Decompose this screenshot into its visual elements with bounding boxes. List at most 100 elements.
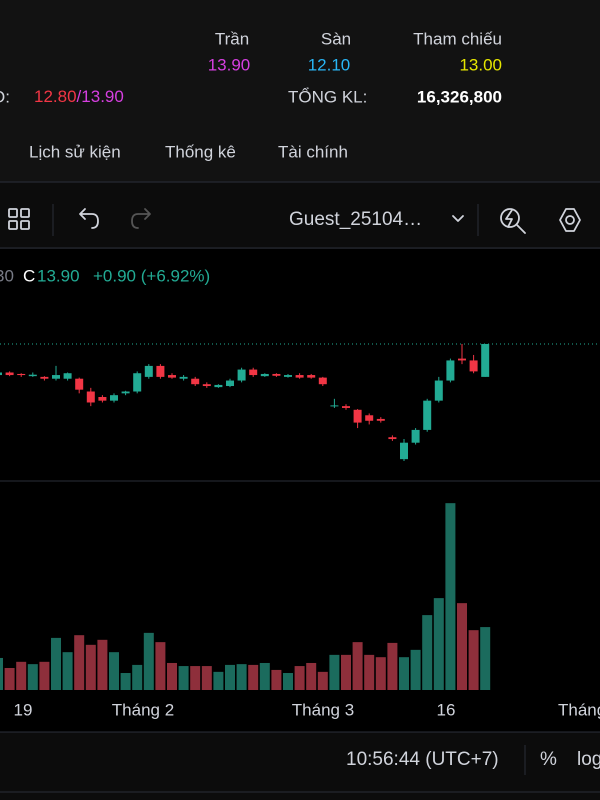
- volume-bar: [306, 662, 317, 690]
- chevron[interactable]: [452, 215, 464, 222]
- candle-body: [226, 380, 234, 387]
- candle-body: [75, 378, 84, 390]
- tab[interactable]: Thống kê: [165, 142, 236, 161]
- legend-close-label: C: [23, 266, 35, 285]
- range-sep: /: [77, 87, 82, 106]
- candle-body: [481, 343, 490, 377]
- layout-name[interactable]: Guest_25104…: [289, 209, 422, 230]
- range-label: O:: [0, 87, 10, 106]
- candle-body: [365, 415, 374, 421]
- volume-bar: [341, 654, 351, 690]
- candle-body: [469, 360, 478, 372]
- volume-bar: [248, 664, 259, 690]
- reference: 13.00: [459, 55, 502, 74]
- legend-prev: 30: [0, 266, 14, 285]
- header-bg: [0, 0, 600, 182]
- volume-bar: [190, 666, 201, 690]
- candle-body: [272, 373, 281, 376]
- settings-icon[interactable]: [559, 208, 581, 232]
- volume-bar: [155, 642, 166, 690]
- volume-bar: [225, 664, 235, 690]
- tab[interactable]: Tài chính: [278, 142, 348, 161]
- ceiling: 13.90: [208, 55, 251, 74]
- volume-bar: [4, 667, 15, 690]
- tab[interactable]: Lịch sử kiện: [29, 142, 121, 161]
- volume-bar: [375, 657, 386, 690]
- candle-body: [284, 375, 292, 377]
- log-toggle[interactable]: log: [577, 749, 600, 770]
- candle-body: [179, 376, 188, 379]
- volume-bar: [213, 671, 224, 690]
- floor-label: Sàn: [321, 29, 351, 48]
- volume-bar: [39, 661, 50, 690]
- candle-body: [458, 358, 466, 361]
- volume-bar: [201, 666, 212, 690]
- candle-body: [260, 373, 269, 377]
- candle-body: [307, 375, 316, 378]
- volume-bar: [85, 644, 96, 690]
- candle-body: [191, 378, 200, 385]
- volume-bar: [445, 503, 456, 690]
- candle-body: [330, 405, 339, 407]
- volume-bar: [259, 662, 270, 690]
- volume-bar: [120, 673, 131, 690]
- candle-body: [400, 442, 408, 460]
- volume-bar: [143, 632, 154, 690]
- volume-bar: [410, 649, 421, 690]
- legend-change: +0.90 (+6.92%): [93, 266, 210, 285]
- reference-label: Tham chiếu: [413, 29, 502, 48]
- candle-body: [237, 369, 246, 381]
- candle-body: [202, 384, 211, 387]
- settings-icon-center: [565, 215, 575, 225]
- layout-icon[interactable]: [8, 208, 30, 230]
- legend-close: 13.90: [37, 266, 80, 285]
- candle-body: [318, 377, 327, 385]
- volume-bar: [387, 642, 398, 690]
- candle-body: [214, 384, 223, 388]
- candle-body: [388, 437, 397, 440]
- candle-body: [353, 409, 362, 423]
- time: 10:56:44 (UTC+7): [346, 749, 499, 770]
- x-label: 16: [437, 700, 456, 719]
- range-low: 12.80/13.90: [34, 87, 124, 106]
- candle-body: [434, 380, 443, 401]
- volume-bar: [97, 639, 108, 690]
- volume-bar: [236, 664, 247, 690]
- volume-bar: [62, 652, 73, 690]
- alert-icon[interactable]: [500, 208, 526, 234]
- ceiling-label: Trần: [215, 29, 249, 48]
- x-label: 19: [14, 700, 33, 719]
- candle-body: [446, 360, 455, 381]
- percent-toggle[interactable]: %: [540, 749, 557, 770]
- redo-icon[interactable]: [131, 208, 151, 229]
- candle-body: [121, 391, 130, 394]
- volume-bar: [317, 671, 328, 690]
- volume-bar: [178, 666, 189, 690]
- candle-body: [342, 406, 350, 408]
- volume-bar: [457, 603, 467, 690]
- undo-icon[interactable]: [79, 208, 99, 229]
- candle-body: [249, 369, 258, 376]
- volume-bar: [16, 661, 27, 690]
- volume-bar: [0, 657, 3, 690]
- volume-bar: [399, 657, 409, 690]
- volume-bar: [132, 664, 143, 690]
- x-label: Tháng 2: [112, 700, 174, 719]
- volume-bar: [352, 642, 363, 690]
- range-low: 12.80: [34, 87, 77, 106]
- candle-body: [423, 400, 432, 430]
- x-label: Tháng: [558, 700, 600, 719]
- candle-body: [0, 372, 2, 376]
- candle-body: [52, 375, 60, 379]
- volume-bar: [27, 664, 38, 690]
- volume-bar: [329, 654, 340, 690]
- volume-bar: [283, 673, 293, 690]
- candle-body: [156, 365, 165, 377]
- toolbar-bg: [0, 183, 600, 248]
- volume-bar: [167, 662, 177, 690]
- candle-body: [411, 429, 420, 443]
- volume-bar: [51, 637, 61, 690]
